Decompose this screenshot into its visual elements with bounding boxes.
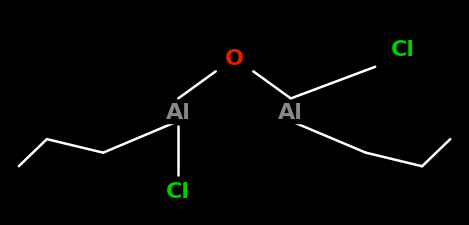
Text: O: O	[225, 49, 244, 68]
Text: Al: Al	[166, 103, 191, 122]
Text: Al: Al	[278, 103, 303, 122]
Text: Cl: Cl	[391, 40, 416, 59]
Text: Cl: Cl	[166, 181, 190, 201]
